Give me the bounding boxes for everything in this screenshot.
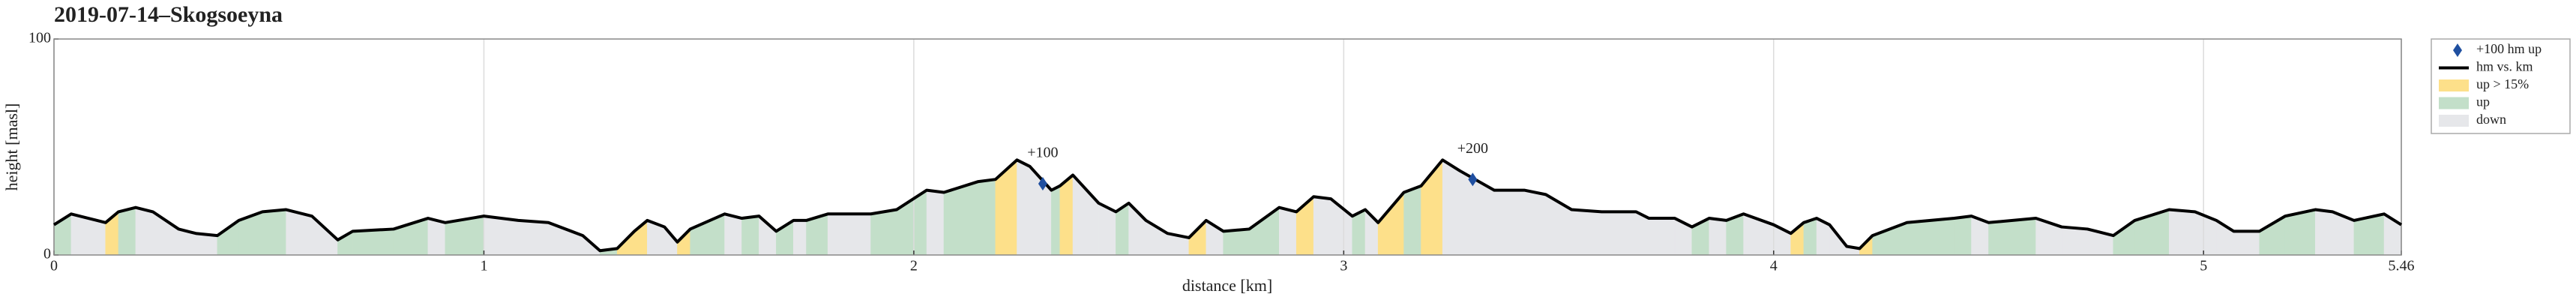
segment-fill: [978, 178, 996, 256]
plot-frame: [53, 38, 2402, 256]
segment-fill: [118, 207, 136, 256]
segment-fill: [262, 209, 286, 256]
segment-fill: [152, 211, 179, 256]
segment-fill: [427, 218, 446, 256]
segment-fill: [870, 209, 897, 256]
x-tick-label: 4: [1770, 258, 1778, 274]
segment-fill: [548, 222, 583, 256]
x-tick-label: 5.46: [2389, 258, 2415, 274]
segment-fill: [1051, 185, 1061, 256]
segment-fill: [995, 159, 1017, 256]
segment-fill: [926, 190, 945, 256]
segment-fill: [1188, 220, 1207, 256]
x-tick-label: 5: [2200, 258, 2207, 274]
x-tick-label: 1: [480, 258, 487, 274]
segment-fill: [827, 213, 871, 256]
elevation-line: [52, 158, 2403, 253]
hm-marker: [1468, 172, 1478, 187]
segment-fill: [1709, 218, 1727, 256]
segment-fill: [1459, 170, 1495, 256]
hm-label: +200: [1457, 140, 1488, 157]
segment-fill: [217, 220, 239, 256]
legend-swatch: [2439, 80, 2469, 92]
legend-swatch: [2439, 115, 2469, 127]
y-tick-label: 0: [43, 246, 51, 262]
legend-label: +100 hm up: [2476, 41, 2542, 56]
segment-fill: [741, 215, 759, 256]
x-tick-label: 3: [1340, 258, 1347, 274]
segment-fill: [2061, 226, 2088, 256]
segment-fill: [2233, 231, 2260, 256]
segment-fill: [1017, 159, 1031, 256]
legend-label: up > 15%: [2476, 76, 2529, 92]
segment-fill: [1059, 174, 1074, 256]
segment-fill: [1223, 229, 1250, 256]
segment-fill: [1403, 185, 1421, 256]
legend-label: up: [2476, 94, 2490, 110]
segment-fill: [2315, 209, 2333, 256]
segment-fill: [2169, 209, 2196, 256]
segment-fill: [352, 229, 394, 256]
segment-fill: [1442, 159, 1460, 256]
segment-fill: [518, 220, 549, 256]
segment-fill: [1523, 190, 1547, 256]
segment-fill: [1649, 218, 1676, 256]
x-axis-label: distance [km]: [1182, 276, 1272, 295]
segment-fill: [943, 181, 979, 256]
segment-fill: [2113, 220, 2135, 256]
segment-fill: [70, 213, 89, 256]
legend-marker: [2453, 44, 2462, 57]
y-tick-label: 100: [28, 30, 51, 46]
segment-fill: [1988, 218, 2036, 256]
segment-fill: [1601, 212, 1637, 256]
segment-fill: [1907, 218, 1954, 256]
segment-fill: [1872, 222, 1907, 256]
segment-fill: [1803, 218, 1817, 256]
segment-fill: [1248, 207, 1280, 256]
legend-label: down: [2476, 112, 2506, 127]
segment-fill: [88, 218, 106, 256]
segment-fill: [724, 213, 742, 256]
x-tick-label: 2: [910, 258, 918, 274]
segment-fill: [793, 220, 807, 256]
segment-fill: [1954, 215, 1972, 256]
legend-label: hm vs. km: [2476, 59, 2533, 74]
segment-fill: [1571, 209, 1602, 256]
hm-label: +100: [1027, 145, 1058, 161]
segment-fill: [1313, 196, 1331, 256]
segment-fill: [484, 215, 519, 256]
x-tick-label: 0: [50, 258, 58, 274]
hm-marker: [1038, 176, 1047, 190]
chart-title: 2019-07-14–Skogsoeyna: [54, 2, 283, 27]
segment-fill: [1279, 207, 1297, 256]
y-axis-label: height [masl]: [2, 104, 21, 191]
legend-swatch: [2439, 97, 2469, 110]
segment-fill: [1493, 190, 1525, 256]
segment-fill: [1377, 191, 1404, 256]
segment-fill: [135, 207, 154, 256]
